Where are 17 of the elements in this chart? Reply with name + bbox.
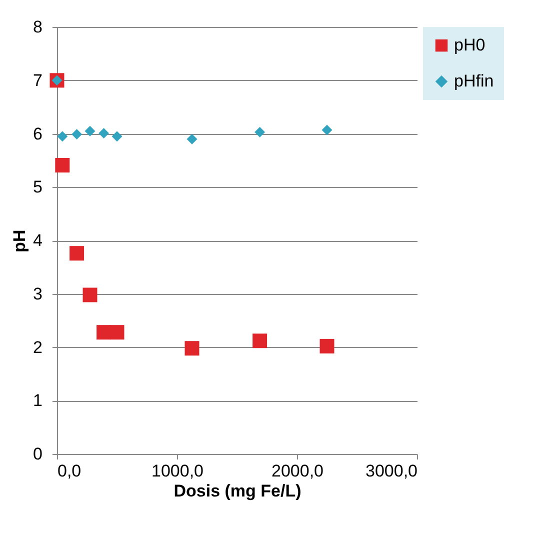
x-tick-label: 3000,0 bbox=[366, 462, 418, 480]
legend-label: pH0 bbox=[454, 36, 486, 54]
x-axis-title: Dosis (mg Fe/L) bbox=[174, 482, 302, 500]
y-tick-label: 3 bbox=[33, 284, 42, 304]
x-tick-label: 2000,0 bbox=[272, 462, 324, 480]
x-tick-label: 1000,0 bbox=[152, 462, 204, 480]
legend-label: pHfin bbox=[454, 72, 494, 90]
y-tick-label: 7 bbox=[33, 70, 42, 90]
y-tick-label: 5 bbox=[33, 178, 42, 197]
y-tick-label: 1 bbox=[33, 391, 42, 410]
y-tick-label: 6 bbox=[33, 124, 42, 144]
y-tick-label: 4 bbox=[33, 231, 42, 250]
x-tick-label: 0,0 bbox=[58, 462, 82, 480]
y-tick-label: 8 bbox=[33, 18, 42, 36]
y-tick-label: 0 bbox=[33, 444, 42, 464]
y-axis-title: pH bbox=[10, 230, 30, 252]
y-tick-label: 2 bbox=[33, 338, 42, 357]
